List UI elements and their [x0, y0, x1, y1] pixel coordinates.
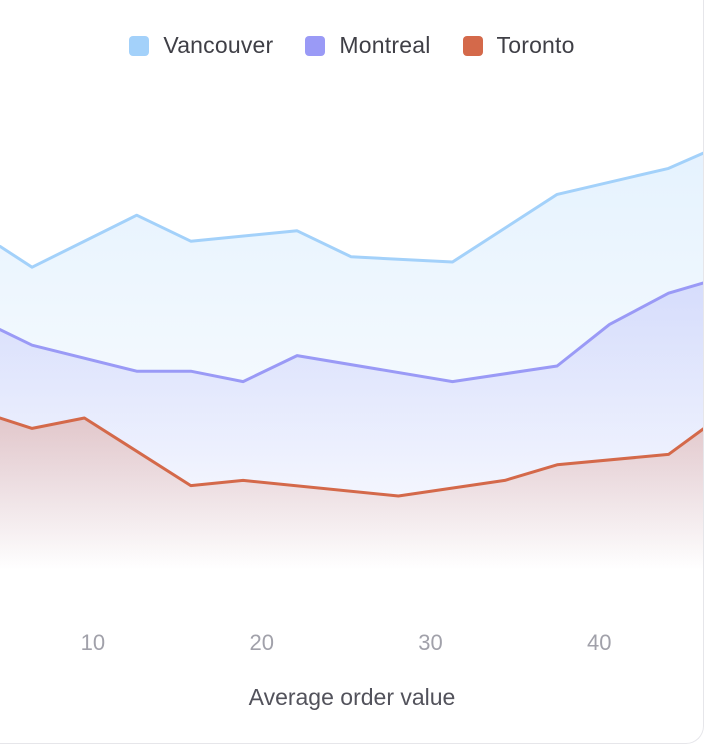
legend-swatch-vancouver	[129, 35, 150, 56]
legend-label-montreal: Montreal	[339, 32, 431, 58]
chart-legend: Vancouver Montreal Toronto	[0, 32, 703, 59]
x-tick-label: 30	[418, 630, 442, 655]
legend-item-toronto[interactable]: Toronto	[462, 32, 575, 59]
series-line-vancouver[interactable]	[0, 151, 704, 269]
x-tick-label: 20	[249, 630, 273, 655]
legend-swatch-toronto	[462, 35, 483, 56]
legend-swatch-montreal	[305, 35, 326, 56]
series-line-montreal[interactable]	[0, 281, 704, 384]
area-fill-toronto	[0, 418, 703, 600]
legend-label-vancouver: Vancouver	[163, 32, 274, 58]
legend-item-montreal[interactable]: Montreal	[305, 32, 430, 59]
x-axis-title: Average order value	[248, 684, 456, 710]
x-tick-label: 40	[587, 630, 611, 655]
legend-item-vancouver[interactable]: Vancouver	[129, 32, 273, 59]
series-line-toronto[interactable]	[0, 416, 704, 498]
x-tick-label: 10	[81, 630, 105, 655]
legend-label-toronto: Toronto	[496, 32, 575, 58]
